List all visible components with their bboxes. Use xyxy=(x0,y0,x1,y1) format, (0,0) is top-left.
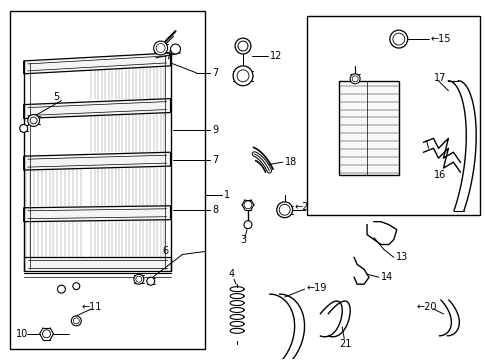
Circle shape xyxy=(28,114,40,126)
Text: 21: 21 xyxy=(339,339,351,349)
Circle shape xyxy=(237,70,248,82)
Circle shape xyxy=(73,318,79,324)
Circle shape xyxy=(146,277,154,285)
Circle shape xyxy=(389,30,407,48)
Polygon shape xyxy=(24,206,170,222)
Bar xyxy=(10,11,205,349)
Circle shape xyxy=(244,221,251,229)
Polygon shape xyxy=(24,257,170,271)
Text: 14: 14 xyxy=(380,272,392,282)
Polygon shape xyxy=(24,152,170,170)
Circle shape xyxy=(235,38,250,54)
Circle shape xyxy=(134,274,143,284)
Text: 17: 17 xyxy=(433,73,445,83)
Circle shape xyxy=(244,201,251,209)
Text: 7: 7 xyxy=(212,155,218,165)
Text: 5: 5 xyxy=(53,92,60,102)
Circle shape xyxy=(279,204,289,215)
Circle shape xyxy=(233,66,252,86)
Polygon shape xyxy=(24,53,170,74)
Circle shape xyxy=(349,74,359,84)
Polygon shape xyxy=(24,99,170,118)
Circle shape xyxy=(392,33,404,45)
Circle shape xyxy=(71,316,81,326)
Circle shape xyxy=(73,283,80,290)
Circle shape xyxy=(153,41,167,55)
Text: ←19: ←19 xyxy=(306,283,326,293)
Circle shape xyxy=(42,330,50,338)
Text: 4: 4 xyxy=(228,269,234,279)
Circle shape xyxy=(276,202,292,218)
Text: 6: 6 xyxy=(163,247,168,256)
Text: ←11: ←11 xyxy=(81,302,102,312)
Text: 18: 18 xyxy=(284,157,296,167)
Circle shape xyxy=(238,41,247,51)
Text: 13: 13 xyxy=(395,252,407,262)
Text: ←15: ←15 xyxy=(429,34,450,44)
Circle shape xyxy=(156,44,165,53)
Text: 3: 3 xyxy=(240,234,245,244)
Bar xyxy=(306,16,479,215)
Text: ←2: ←2 xyxy=(294,202,308,212)
Bar xyxy=(339,81,398,175)
Text: 10: 10 xyxy=(16,329,28,339)
Text: ←20: ←20 xyxy=(416,302,436,312)
Circle shape xyxy=(136,276,142,282)
Text: 1: 1 xyxy=(224,190,230,200)
Text: 8: 8 xyxy=(212,205,218,215)
Circle shape xyxy=(57,285,65,293)
Circle shape xyxy=(30,117,37,124)
Text: 7: 7 xyxy=(212,68,218,78)
Text: 12: 12 xyxy=(269,51,282,61)
Text: 9: 9 xyxy=(212,125,218,135)
Text: 16: 16 xyxy=(433,170,445,180)
Circle shape xyxy=(20,125,28,132)
Circle shape xyxy=(170,44,180,54)
Circle shape xyxy=(351,76,357,82)
